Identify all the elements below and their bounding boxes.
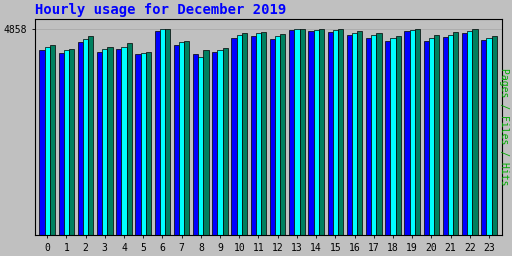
Bar bbox=[376, 33, 381, 235]
Bar bbox=[280, 34, 286, 235]
Bar bbox=[347, 35, 352, 235]
Bar bbox=[121, 47, 126, 235]
Bar bbox=[97, 52, 102, 235]
Bar bbox=[300, 29, 305, 235]
Bar bbox=[50, 45, 55, 235]
Bar bbox=[174, 45, 179, 235]
Bar bbox=[338, 29, 343, 235]
Bar bbox=[242, 33, 247, 235]
Bar bbox=[429, 38, 434, 235]
Bar bbox=[58, 54, 63, 235]
Bar bbox=[313, 30, 319, 235]
Bar bbox=[223, 48, 228, 235]
Bar bbox=[473, 29, 478, 235]
Bar bbox=[391, 38, 396, 235]
Bar bbox=[289, 30, 294, 235]
Bar bbox=[231, 38, 237, 235]
Bar bbox=[251, 36, 256, 235]
Bar bbox=[328, 32, 333, 235]
Bar bbox=[165, 29, 170, 235]
Bar bbox=[467, 30, 473, 235]
Bar bbox=[415, 29, 420, 235]
Bar bbox=[492, 36, 497, 235]
Bar bbox=[146, 52, 151, 235]
Bar bbox=[203, 50, 208, 235]
Bar bbox=[88, 36, 93, 235]
Bar bbox=[352, 33, 357, 235]
Bar bbox=[102, 49, 108, 235]
Bar bbox=[193, 54, 198, 235]
Bar bbox=[396, 36, 401, 235]
Bar bbox=[486, 38, 492, 235]
Bar bbox=[448, 35, 453, 235]
Bar bbox=[237, 35, 242, 235]
Bar bbox=[45, 47, 50, 235]
Bar bbox=[69, 49, 74, 235]
Bar bbox=[198, 57, 203, 235]
Bar bbox=[333, 30, 338, 235]
Bar bbox=[453, 32, 458, 235]
Bar bbox=[404, 30, 410, 235]
Text: Hourly usage for December 2019: Hourly usage for December 2019 bbox=[35, 4, 286, 17]
Bar bbox=[83, 39, 88, 235]
Bar bbox=[366, 38, 371, 235]
Bar bbox=[462, 33, 467, 235]
Bar bbox=[126, 43, 132, 235]
Bar bbox=[385, 41, 391, 235]
Bar bbox=[78, 41, 83, 235]
Bar bbox=[308, 31, 313, 235]
Bar bbox=[481, 40, 486, 235]
Bar bbox=[141, 52, 146, 235]
Bar bbox=[155, 30, 160, 235]
Bar bbox=[256, 33, 261, 235]
Bar bbox=[275, 36, 280, 235]
Bar bbox=[179, 42, 184, 235]
Bar bbox=[357, 31, 362, 235]
Bar bbox=[116, 49, 121, 235]
Bar bbox=[371, 35, 376, 235]
Bar bbox=[184, 41, 189, 235]
Bar bbox=[218, 50, 223, 235]
Bar bbox=[63, 50, 69, 235]
Bar bbox=[270, 39, 275, 235]
Bar bbox=[212, 52, 218, 235]
Bar bbox=[261, 32, 266, 235]
Bar bbox=[135, 54, 141, 235]
Bar bbox=[319, 29, 324, 235]
Bar bbox=[39, 50, 45, 235]
Bar bbox=[410, 30, 415, 235]
Bar bbox=[423, 41, 429, 235]
Bar bbox=[160, 29, 165, 235]
Bar bbox=[434, 35, 439, 235]
Bar bbox=[443, 37, 448, 235]
Bar bbox=[108, 47, 113, 235]
Y-axis label: Pages / Files / Hits: Pages / Files / Hits bbox=[499, 68, 508, 186]
Bar bbox=[294, 29, 300, 235]
